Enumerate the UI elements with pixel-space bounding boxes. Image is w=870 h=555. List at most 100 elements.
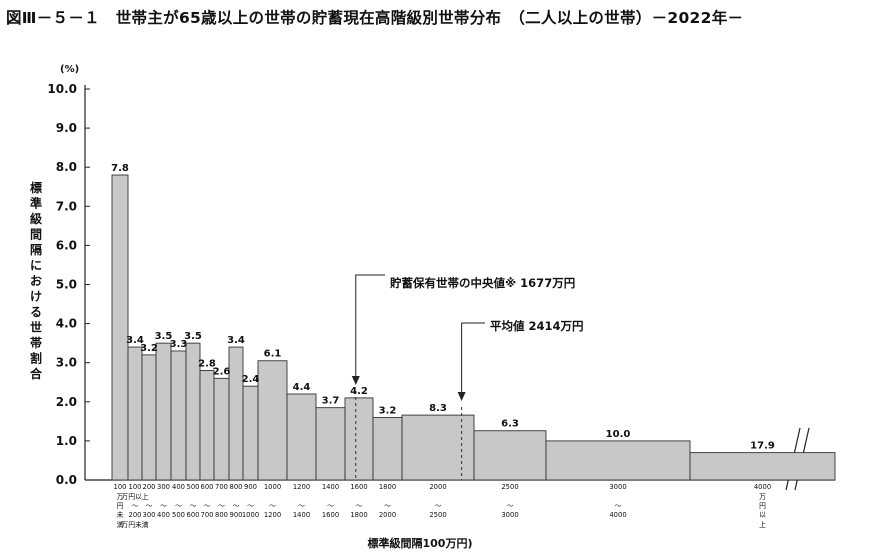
y-tick-label: 3.0 [56,356,77,370]
x-category-label: 1800 [379,483,396,491]
annotation-arrow-line [461,322,485,398]
x-category-label: 上 [759,520,766,529]
x-category-label: 600 [201,483,214,491]
x-category-label: 500 [172,511,185,519]
bar-value-label: 4.4 [293,382,311,393]
x-category-label: 600 [187,511,200,519]
bar-value-label: 3.5 [155,331,173,342]
x-category-label: 〜 [298,502,305,510]
x-category-label: 円 [117,502,124,510]
x-category-label: 万 [759,493,766,501]
x-category-label: 1400 [293,511,310,519]
x-category-label: 〜 [507,502,514,510]
bar-value-label: 7.8 [111,163,129,174]
y-tick-label: 10.0 [47,82,77,96]
bar [242,385,259,481]
x-category-label: 2500 [501,483,518,491]
x-category-label: 800 [230,483,243,491]
x-category-label: 〜 [615,502,622,510]
bar-value-label: 4.2 [350,386,368,397]
x-category-label: 3000 [501,511,518,519]
y-tick-label: 5.0 [56,278,77,292]
y-tick-label: 6.0 [56,238,77,252]
bar-value-label: 2.4 [242,374,260,385]
x-category-label: 〜 [190,502,197,510]
x-category-label: 円 [759,502,766,510]
x-category-label: 〜 [132,502,139,510]
annotation-arrow-head [351,376,360,385]
bar-value-label: 2.6 [213,366,231,377]
x-category-label: 4000 [754,483,771,491]
bar [170,350,187,481]
x-category-label: 1000 [242,511,259,519]
bar [401,414,475,481]
median-annotation-label: 貯蓄保有世帯の中央値※ 1677万円 [390,276,575,290]
x-category-label: 2000 [429,483,446,491]
y-tick-label: 0.0 [56,473,77,487]
y-tick-label: 8.0 [56,160,77,174]
x-category-label: 700 [201,511,214,519]
bar [155,342,172,481]
y-axis-label: 標準級間隔における世帯割合 [30,180,43,381]
bar [228,346,244,481]
bar-value-label: 10.0 [606,429,631,440]
x-category-label: 1600 [322,511,339,519]
x-category-label: 〜 [204,502,211,510]
x-category-label: 100 [114,483,127,491]
bar [545,440,691,481]
y-tick-label: 9.0 [56,121,77,135]
x-category-label: 1600 [350,483,367,491]
x-category-label: 2500 [429,511,446,519]
bar-value-label: 6.1 [264,349,282,360]
y-tick-label: 4.0 [56,317,77,331]
x-category-label: 300 [157,483,170,491]
chart-title: 図Ⅲ－５－１ 世帯主が65歳以上の世帯の貯蓄現在高階級別世帯分布 （二人以上の世… [6,9,744,27]
bar-value-label: 3.4 [227,335,245,346]
x-category-label: 1400 [322,483,339,491]
x-category-label: 4000 [609,511,626,519]
x-category-label: 〜 [218,502,225,510]
x-category-label: 万円未満 [121,520,148,529]
bar-value-label: 2.8 [198,359,216,370]
x-category-label: 万 [117,493,124,501]
x-category-label: 500 [187,483,200,491]
bar [286,393,317,481]
bar [689,452,836,481]
y-unit-label: (%) [60,64,79,75]
bar [372,416,403,481]
x-category-label: 万円以上 [121,492,148,501]
data-labels: 7.83.43.23.53.33.52.82.63.42.46.14.43.74… [111,163,775,452]
x-category-label: 〜 [435,502,442,510]
x-category-label: 〜 [327,502,334,510]
x-category-label: 〜 [269,502,276,510]
bar [127,346,143,481]
bar [257,360,288,481]
bar-value-label: 6.3 [501,419,519,430]
x-category-label: 200 [143,483,156,491]
bar-value-label: 3.4 [126,335,144,346]
bar [473,430,547,481]
bar-value-label: 3.7 [322,396,340,407]
bars [111,174,836,481]
x-category-label: 〜 [160,502,167,510]
axes: 0.0 1.0 2.0 3.0 4.0 5.0 6.0 7.0 8.0 9.0 10.0 (%) 標準級… [30,64,835,550]
x-category-label: 〜 [356,502,363,510]
bar-value-label: 3.3 [170,339,188,350]
mean-annotation-label: 平均値 2414万円 [490,319,584,333]
x-category-label: 900 [244,483,257,491]
x-category-labels: 100万円未満100万円以上〜200万円未満200〜300300〜400400〜… [114,483,772,529]
x-category-label: 〜 [233,502,240,510]
x-category-label: 700 [215,483,228,491]
x-category-label: 3000 [609,483,626,491]
annotation-arrow-head [457,392,466,401]
bar [111,174,129,481]
x-category-label: 〜 [384,502,391,510]
x-category-label: 〜 [175,502,182,510]
y-tick-label: 2.0 [56,395,77,409]
x-category-label: 以 [759,511,766,519]
bar-value-label: 3.2 [140,343,158,354]
x-category-label: 200 [129,511,142,519]
x-category-label: 1000 [264,483,281,491]
x-category-label: 1200 [264,511,281,519]
